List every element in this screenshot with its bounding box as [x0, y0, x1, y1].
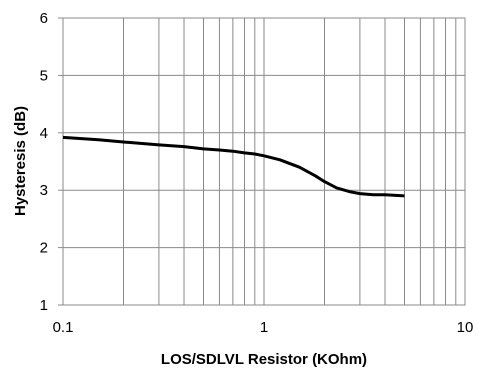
y-axis-title: Hysteresis (dB) [12, 106, 29, 216]
grid [63, 18, 465, 305]
y-tick-label: 5 [40, 67, 48, 84]
y-tick-labels: 1 2 3 4 5 6 [40, 10, 63, 314]
x-tick-label: 1 [260, 319, 268, 336]
y-tick-label: 1 [40, 297, 48, 314]
y-tick-label: 3 [40, 182, 48, 199]
series-group [62, 135, 405, 198]
series-line [62, 135, 405, 198]
y-tick-label: 6 [40, 10, 48, 27]
x-tick-label: 0.1 [53, 319, 74, 336]
plot-frame [62, 17, 466, 306]
x-tick-label: 10 [457, 319, 474, 336]
x-tick-labels: 0.1 1 10 [53, 319, 474, 336]
x-axis-title: LOS/SDLVL Resistor (KOhm) [161, 351, 367, 368]
y-tick-label: 2 [40, 240, 48, 257]
y-tick-label: 4 [40, 125, 48, 142]
